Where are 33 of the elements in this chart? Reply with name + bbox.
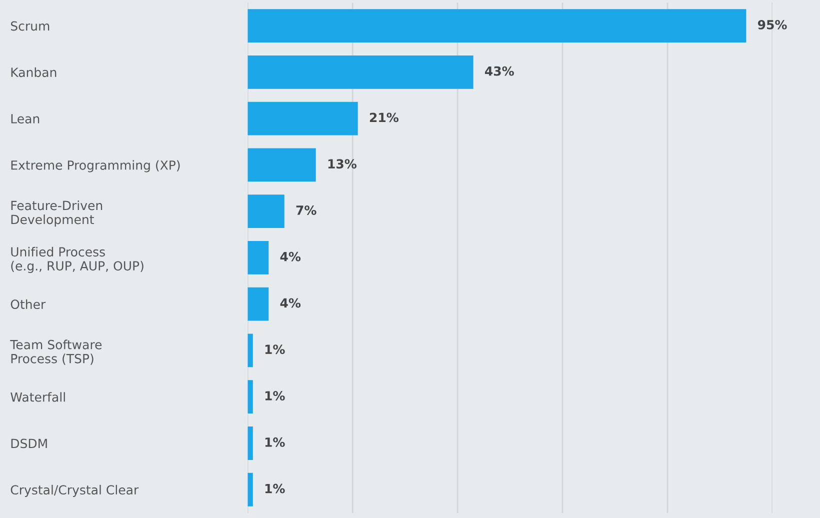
bar: [248, 287, 269, 321]
data-label: 7%: [296, 205, 316, 215]
data-label: 1%: [265, 344, 285, 354]
y-tick-label: Scrum: [10, 21, 50, 31]
data-label: 4%: [280, 298, 301, 308]
bar: [248, 334, 253, 368]
y-tick-label: Unified Process (e.g., RUP, AUP, OUP): [11, 246, 144, 273]
y-tick-label: Lean: [11, 114, 40, 124]
y-tick-label: DSDM: [11, 438, 47, 448]
bar: [248, 426, 253, 460]
data-label: 13%: [328, 159, 356, 169]
data-label: 1%: [265, 484, 285, 494]
data-label: 1%: [265, 391, 285, 400]
data-label: 4%: [280, 252, 301, 262]
bar: [248, 148, 316, 182]
bar: [248, 472, 253, 506]
bar: [248, 380, 253, 414]
bar: [248, 102, 358, 136]
y-tick-label: Crystal/Crystal Clear: [10, 484, 139, 497]
y-tick-label: Kanban: [11, 67, 56, 78]
bar: [248, 9, 746, 42]
y-tick-label: Team Software Process (TSP): [10, 340, 102, 365]
data-label: 1%: [265, 437, 285, 447]
y-tick-label: Extreme Programming (XP): [11, 160, 180, 172]
y-tick-label: Waterfall: [10, 392, 65, 402]
bar: [248, 55, 474, 89]
bar: [248, 194, 284, 228]
bar: [248, 241, 269, 274]
data-label: 43%: [484, 66, 514, 76]
y-tick-label: Other: [10, 299, 46, 310]
y-tick-label: Feature-Driven Development: [11, 200, 102, 227]
data-label: 95%: [758, 20, 787, 30]
data-label: 21%: [370, 112, 398, 122]
